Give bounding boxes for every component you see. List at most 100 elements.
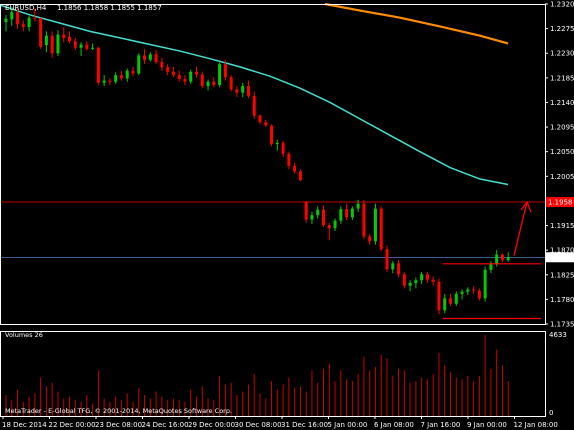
candle [356, 199, 360, 212]
candle-body [218, 64, 222, 85]
candle [119, 70, 123, 81]
candle-body [304, 202, 308, 220]
moving-average-fast-line [0, 4, 509, 186]
current-price-label: 1.1857 [548, 254, 573, 262]
candle-body [437, 281, 441, 311]
candle-body [281, 142, 285, 154]
candle [166, 64, 170, 76]
candle [350, 206, 354, 221]
candle [437, 278, 441, 315]
candle [443, 293, 447, 314]
moving-average-slow-line [324, 2, 509, 45]
candle [223, 59, 227, 81]
candle [327, 222, 331, 241]
candle [212, 77, 216, 88]
candle-body [131, 70, 135, 74]
price-panel[interactable] [0, 2, 545, 320]
candle-body [368, 236, 372, 242]
candle-body [241, 86, 245, 93]
candle-body [345, 209, 349, 218]
volume-panel[interactable] [5, 335, 509, 416]
candle [373, 203, 377, 245]
volume-panel-frame [0, 331, 546, 417]
candle-body [160, 61, 164, 68]
candle-body [10, 12, 14, 20]
candle [143, 48, 147, 65]
candle-body [362, 203, 366, 237]
price-panel-frame [0, 4, 546, 325]
candle-body [4, 18, 8, 23]
price-tick-label: 1.2095 [550, 124, 574, 132]
candle [339, 206, 343, 224]
candle [460, 289, 464, 300]
candle-body [258, 115, 262, 123]
current-price-marker [546, 252, 574, 263]
candle [293, 162, 297, 174]
alert-price-marker [546, 197, 574, 208]
candle-body [108, 80, 112, 82]
candle [287, 151, 291, 170]
candle-body [148, 54, 152, 60]
arrow-head-icon [520, 200, 532, 213]
candle-body [356, 203, 360, 209]
candle-body [73, 41, 77, 48]
candle [431, 276, 435, 286]
candle-body [350, 208, 354, 218]
candle [91, 43, 95, 50]
candle [137, 53, 141, 76]
candle [50, 31, 54, 58]
candle-body [293, 165, 297, 172]
candle [108, 78, 112, 85]
volume-max-label: 4633 [549, 331, 567, 339]
candle [68, 31, 71, 44]
candle [420, 272, 424, 285]
candle-body [114, 75, 118, 82]
candle [160, 57, 164, 71]
candle-body [425, 274, 429, 280]
candle-body [50, 35, 54, 54]
candle [154, 49, 158, 65]
candle-body [385, 249, 389, 270]
candle [16, 8, 20, 29]
candle [258, 114, 262, 125]
candle-body [195, 71, 198, 75]
candle-body [402, 274, 406, 286]
candle [171, 66, 175, 78]
candle [183, 75, 187, 85]
candle-body [137, 55, 141, 74]
time-tick-label: 7 Jan 16:00 [421, 421, 461, 429]
candle-body [454, 293, 458, 304]
candle-body [33, 17, 37, 19]
candle [402, 272, 406, 289]
candle-body [298, 171, 302, 181]
candle-body [246, 86, 250, 96]
candle-body [56, 34, 60, 54]
candle-body [414, 280, 418, 283]
price-tick-label: 1.2050 [550, 148, 574, 156]
candle [275, 139, 279, 151]
candle-body [200, 74, 204, 87]
candle-body [333, 220, 337, 229]
time-tick-label: 9 Jan 00:00 [467, 421, 507, 429]
time-tick-label: 22 Dec 00:00 [49, 421, 96, 429]
candle [425, 272, 429, 283]
candle-body [391, 263, 395, 270]
price-tick-label: 1.1735 [550, 321, 574, 329]
candle-body [275, 142, 279, 145]
candle-body [96, 47, 100, 83]
candle-body [264, 122, 268, 126]
candle-body [431, 279, 435, 282]
price-tick-label: 1.1780 [550, 296, 574, 304]
time-tick-label: 24 Dec 16:00 [142, 421, 189, 429]
candle [333, 218, 337, 232]
candle [408, 280, 412, 292]
time-tick-label: 30 Dec 08:00 [235, 421, 282, 429]
candle-body [44, 35, 48, 46]
candle-body [500, 254, 504, 260]
candle-body [235, 89, 239, 93]
candle [79, 42, 83, 56]
copyright-text: MetaTrader - E-Global TFG, © 2001-2014, … [5, 407, 232, 415]
arrow-up-icon[interactable] [513, 201, 528, 256]
time-tick-label: 12 Jan 08:00 [514, 421, 558, 429]
